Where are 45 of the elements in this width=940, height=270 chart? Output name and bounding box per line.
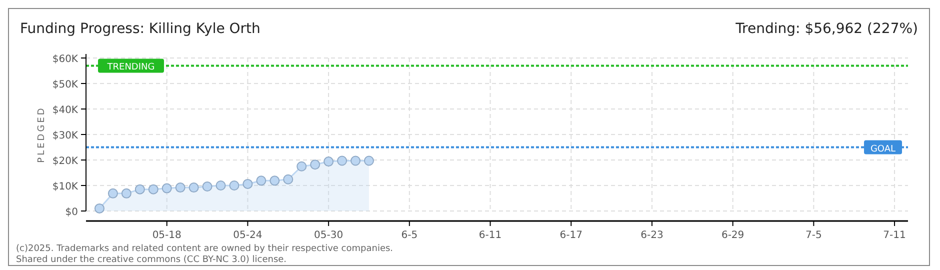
x-tick-label: 7-5 [806, 230, 822, 241]
point [108, 188, 118, 198]
point [256, 176, 266, 186]
point [296, 161, 307, 172]
point [134, 184, 145, 194]
ref-line-label: TRENDING [106, 62, 155, 73]
x-tick-label: 6-17 [560, 230, 582, 241]
point [229, 180, 240, 190]
x-tick-label: 05-30 [314, 230, 344, 241]
y-tick-label: $60K [52, 54, 78, 65]
point [121, 188, 132, 198]
point [364, 156, 374, 166]
x-tick-label: 6-5 [401, 230, 418, 241]
y-tick-label: $40K [52, 105, 78, 116]
x-tick-label: 05-18 [152, 230, 182, 241]
y-axis-title: PLEDGED [37, 106, 47, 163]
point [94, 203, 104, 214]
ref-line-label: GOAL [870, 144, 896, 154]
text: Shared under the creative commons (CC BY-NC 3.0) license. [16, 255, 287, 265]
x-tick-label: 6-23 [640, 230, 664, 241]
x-tick-label: 6-11 [478, 230, 502, 241]
y-tick-label: $50K [52, 80, 78, 90]
point [216, 180, 226, 190]
y-tick-label: $0 [65, 207, 78, 218]
text: Trending: $56,962 (227%) [734, 21, 918, 37]
point [188, 182, 199, 193]
chart-title: Funding Progress: Killing Kyle Orth [20, 21, 260, 37]
point [162, 183, 172, 194]
point [175, 182, 186, 193]
point [283, 174, 294, 184]
x-tick-label: 6-29 [721, 230, 744, 241]
y-tick-label: $20K [52, 156, 78, 167]
point [324, 156, 334, 167]
text: (c)2025. Trademarks and related content are owned by their respective companies. [16, 244, 394, 254]
point [310, 160, 320, 170]
x-tick-label: 05-24 [233, 230, 262, 241]
x-tick-label: 7-11 [883, 230, 906, 241]
point [270, 176, 280, 186]
point [337, 156, 348, 166]
point [202, 182, 212, 192]
point [242, 178, 253, 189]
y-tick-label: $10K [52, 182, 78, 192]
point [350, 156, 361, 166]
point [148, 184, 158, 194]
y-tick-label: $30K [52, 130, 78, 142]
